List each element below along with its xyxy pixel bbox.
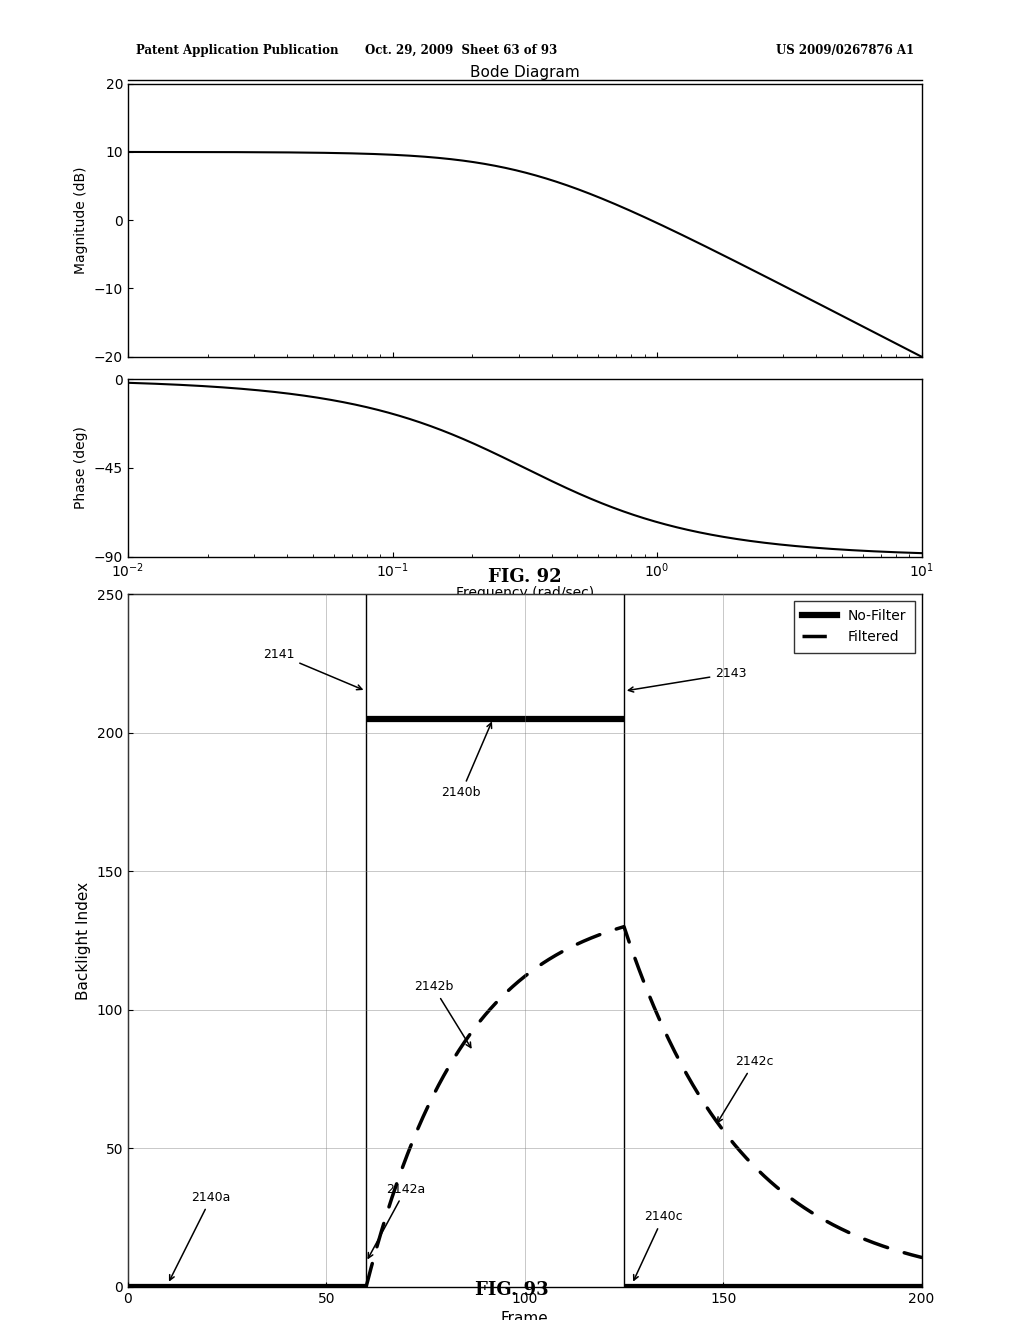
Text: 2142c: 2142c [718, 1055, 773, 1122]
Text: Oct. 29, 2009  Sheet 63 of 93: Oct. 29, 2009 Sheet 63 of 93 [366, 45, 557, 57]
Y-axis label: Phase (deg): Phase (deg) [75, 426, 88, 510]
X-axis label: Frame: Frame [501, 1311, 549, 1320]
Legend: No-Filter, Filtered: No-Filter, Filtered [794, 601, 914, 652]
Text: 2142b: 2142b [414, 981, 471, 1048]
Text: US 2009/0267876 A1: US 2009/0267876 A1 [775, 45, 913, 57]
Text: 2140c: 2140c [634, 1210, 682, 1280]
Y-axis label: Backlight Index: Backlight Index [76, 882, 91, 999]
Text: FIG. 92: FIG. 92 [488, 568, 561, 586]
Text: Patent Application Publication: Patent Application Publication [136, 45, 339, 57]
X-axis label: Frequency (rad/sec): Frequency (rad/sec) [456, 586, 594, 599]
Text: 2140a: 2140a [170, 1191, 230, 1280]
Text: 2143: 2143 [629, 667, 746, 692]
Text: FIG. 93: FIG. 93 [475, 1280, 549, 1299]
Text: 2142a: 2142a [369, 1183, 425, 1258]
Text: 2141: 2141 [263, 648, 361, 689]
Title: Bode Diagram: Bode Diagram [470, 65, 580, 79]
Text: 2140b: 2140b [441, 723, 492, 800]
Y-axis label: Magnitude (dB): Magnitude (dB) [75, 166, 88, 275]
